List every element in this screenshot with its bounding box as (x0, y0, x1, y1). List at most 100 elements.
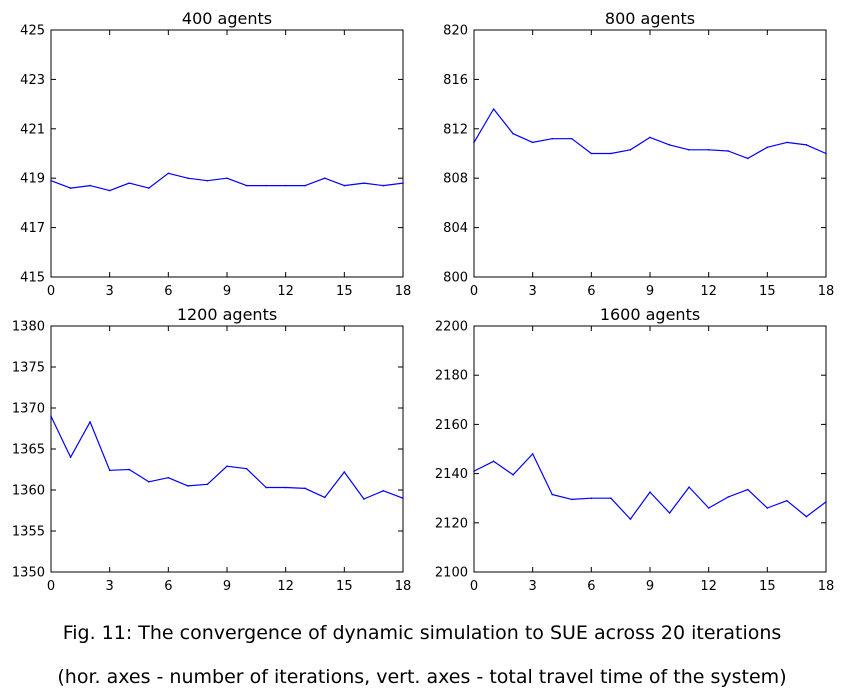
data-point (590, 497, 593, 500)
data-point (610, 152, 612, 155)
x-tick-label: 6 (587, 284, 595, 299)
data-point (786, 499, 788, 502)
y-tick-label: 800 (443, 271, 468, 286)
data-point (128, 468, 131, 471)
x-tick-label: 15 (759, 579, 776, 594)
data-point (167, 476, 170, 479)
data-point (551, 137, 554, 140)
y-tick-label: 1370 (12, 402, 45, 417)
data-point (89, 421, 91, 423)
figure-charts: 400 agents 0 3 6 9 12 15 18 415 417 419 421 423 425 80… (12, 9, 835, 594)
y-tick-label: 820 (443, 24, 468, 39)
x-tick-label: 18 (395, 579, 412, 594)
data-point (382, 490, 385, 492)
data-point (147, 481, 150, 483)
data-point (805, 515, 808, 518)
data-point (265, 486, 267, 489)
y-tick-label: 425 (20, 24, 45, 39)
data-point (108, 189, 111, 192)
x-tick-label: 12 (700, 579, 717, 594)
data-point (707, 507, 710, 509)
x-tick-label: 3 (106, 284, 114, 299)
data-point (590, 152, 593, 155)
data-point (69, 456, 72, 459)
chart-panel: 400 agents 0 3 6 9 12 15 18 415 417 419 421 423 425 (20, 9, 411, 299)
y-tick-label: 421 (20, 122, 45, 137)
data-point (50, 179, 52, 182)
data-point (551, 493, 554, 496)
data-point (363, 498, 365, 500)
data-point (610, 497, 612, 500)
x-tick-label: 15 (336, 284, 353, 299)
data-point (226, 465, 228, 468)
data-point (746, 488, 749, 491)
data-point (512, 474, 514, 476)
y-tick-label: 1375 (12, 361, 45, 376)
data-point (187, 177, 189, 179)
chart-title: 1200 agents (177, 305, 277, 324)
y-tick-label: 812 (443, 122, 468, 137)
y-tick-label: 417 (20, 221, 45, 236)
data-point (766, 507, 769, 509)
x-tick-label: 3 (106, 579, 114, 594)
data-point (629, 518, 632, 520)
x-tick-label: 15 (336, 579, 353, 594)
data-point (402, 497, 404, 500)
x-tick-label: 3 (529, 284, 537, 299)
data-point (363, 182, 365, 184)
data-point (147, 187, 150, 189)
x-tick-label: 0 (47, 284, 55, 299)
y-tick-label: 816 (443, 73, 468, 88)
data-point (304, 184, 307, 187)
data-point (343, 471, 346, 473)
data-point (206, 179, 209, 182)
data-point (492, 108, 495, 110)
data-point (304, 487, 307, 490)
data-point (473, 470, 475, 472)
data-point (668, 512, 671, 514)
chart-panel: 800 agents 0 3 6 9 12 15 18 800 804 808 812 816 820 (443, 9, 834, 299)
y-tick-label: 2120 (435, 516, 468, 531)
x-tick-label: 12 (700, 284, 717, 299)
x-tick-label: 0 (470, 579, 478, 594)
data-point (727, 496, 730, 498)
plot-frame (50, 29, 404, 278)
data-point (629, 148, 632, 151)
y-tick-label: 419 (20, 172, 45, 187)
chart-title: 400 agents (182, 9, 272, 28)
x-tick-label: 9 (646, 284, 654, 299)
data-point (512, 132, 514, 135)
data-point (108, 469, 111, 472)
y-tick-label: 423 (20, 73, 45, 88)
y-tick-label: 1355 (12, 525, 45, 540)
data-point (727, 150, 730, 152)
x-tick-label: 18 (395, 284, 412, 299)
data-point (473, 141, 475, 144)
data-point (323, 177, 326, 179)
y-tick-label: 2140 (435, 467, 468, 482)
x-tick-label: 18 (818, 579, 835, 594)
x-tick-label: 6 (164, 284, 172, 299)
data-point (668, 144, 671, 146)
data-point (786, 141, 788, 144)
series-line (50, 172, 404, 192)
y-tick-label: 2200 (435, 320, 468, 335)
data-point (245, 184, 248, 187)
chart-panel: 1200 agents 0 3 6 9 12 15 18 1350 1355 1360 1365 137… (12, 305, 411, 594)
figure-caption-axes-note: (hor. axes - number of iterations, vert.… (57, 666, 787, 688)
data-point (187, 485, 189, 487)
x-tick-label: 6 (164, 579, 172, 594)
plot-frame (50, 325, 404, 573)
data-point (570, 498, 573, 501)
x-tick-label: 6 (587, 579, 595, 594)
data-point (825, 501, 827, 503)
y-tick-label: 2160 (435, 418, 468, 433)
data-point (323, 496, 326, 499)
data-point (825, 152, 827, 155)
data-point (766, 146, 769, 149)
data-point (531, 453, 534, 455)
plot-frame (473, 29, 827, 278)
x-tick-label: 12 (277, 284, 294, 299)
data-point (531, 141, 534, 144)
y-tick-label: 1350 (12, 566, 45, 581)
